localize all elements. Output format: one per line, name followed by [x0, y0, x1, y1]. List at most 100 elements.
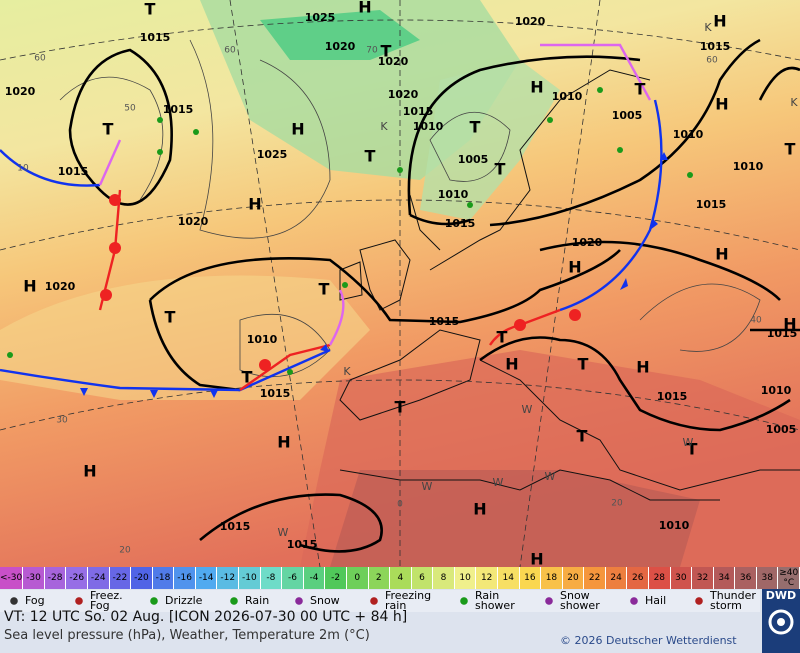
- graticule-label: 60: [224, 46, 236, 56]
- isobar-label: 1020: [378, 55, 409, 68]
- scandinavia-cool: [420, 60, 560, 220]
- high-pressure: H: [715, 245, 728, 264]
- isobar-label: 1020: [45, 280, 76, 293]
- scale-cell: -24: [87, 567, 110, 589]
- graticule: [0, 0, 800, 567]
- scale-cell: 14: [497, 567, 520, 589]
- isobar-label: 1010: [413, 120, 444, 133]
- isobar-label: 1020: [572, 236, 603, 249]
- high-pressure: H: [715, 95, 728, 114]
- low-pressure: T: [381, 42, 392, 61]
- isobar-label: 1005: [458, 153, 489, 166]
- scale-cell: 34: [713, 567, 736, 589]
- graticule-label: 60: [34, 54, 46, 64]
- weather-icon: [6, 595, 22, 607]
- graticule-label: 30: [56, 416, 68, 426]
- low-pressure: T: [577, 427, 588, 446]
- copyright: © 2026 Deutscher Wetterdienst: [560, 634, 737, 647]
- cold-mark: K: [380, 120, 388, 133]
- isobar-label: 1015: [657, 390, 688, 403]
- weather-legend-item: Hail: [620, 590, 675, 612]
- scale-cell: -10: [239, 567, 261, 589]
- high-pressure: H: [530, 78, 543, 97]
- cold-mark: K: [343, 365, 351, 378]
- low-pressure: T: [365, 147, 376, 166]
- scale-cell: -8: [260, 567, 283, 589]
- coastlines: [339, 69, 800, 501]
- isobar-label: 1025: [305, 11, 336, 24]
- scale-cell: 18: [541, 567, 563, 589]
- weather-legend-item: Snow shower: [535, 590, 610, 612]
- high-pressure: H: [568, 258, 581, 277]
- scale-cell: -20: [131, 567, 153, 589]
- scale-cell: 26: [627, 567, 650, 589]
- isobar-label: 1020: [388, 88, 419, 101]
- weather-icon: [71, 595, 87, 607]
- scale-cell: 28: [649, 567, 671, 589]
- scale-cell: 4: [390, 567, 412, 589]
- scale-cell: -2: [325, 567, 347, 589]
- scale-cell: 32: [692, 567, 714, 589]
- low-pressure: T: [495, 160, 506, 179]
- high-pressure: H: [783, 315, 796, 334]
- scale-cell: 38: [756, 567, 779, 589]
- warm-mark: W: [522, 403, 533, 416]
- low-pressure: T: [470, 118, 481, 137]
- high-pressure: H: [505, 355, 518, 374]
- map-labels: 1025 1015 1020 1020 1020 1015 1020 1015 1020 1015…: [5, 0, 799, 567]
- precip-symbols: [7, 87, 693, 375]
- weather-legend-item: Drizzle: [140, 590, 210, 612]
- scale-cell: 20: [562, 567, 585, 589]
- graticule-label: 60: [706, 56, 718, 66]
- weather-icon: [226, 595, 242, 607]
- scale-cell: 36: [735, 567, 757, 589]
- isobar-label: 1015: [287, 538, 318, 551]
- isobar-label: 1015: [140, 31, 171, 44]
- weather-label: Drizzle: [165, 594, 203, 607]
- scale-cell: -6: [282, 567, 304, 589]
- low-pressure: T: [578, 355, 589, 374]
- isobar-label: 1005: [766, 423, 797, 436]
- high-pressure: H: [83, 462, 96, 481]
- weather-legend-item: Snow: [285, 590, 350, 612]
- graticule-label: 40: [750, 316, 762, 326]
- high-pressure: H: [530, 550, 543, 568]
- atlantic-mild: [0, 275, 370, 400]
- isobar-label: 1020: [178, 215, 209, 228]
- isobar-label: 1015: [767, 327, 798, 340]
- low-pressure: T: [395, 398, 406, 417]
- isobar-label: 1010: [552, 90, 583, 103]
- isobar-label: 1015: [403, 105, 434, 118]
- high-pressure: H: [473, 500, 486, 519]
- scale-cell: 0: [346, 567, 369, 589]
- isobar-label: 1020: [325, 40, 356, 53]
- warm-mark: W: [422, 480, 433, 493]
- low-pressure: T: [165, 308, 176, 327]
- valid-time: VT: 12 UTC So. 02 Aug. [ICON 2026-07-30 …: [4, 609, 408, 625]
- scale-cell: 6: [411, 567, 434, 589]
- weather-icon: [456, 595, 472, 607]
- scale-cell: <-30: [0, 567, 24, 589]
- low-pressure: T: [497, 328, 508, 347]
- high-pressure: H: [23, 277, 36, 296]
- low-pressure: T: [103, 120, 114, 139]
- weather-legend-item: Freezing rain: [360, 590, 440, 612]
- weather-label: Rain: [245, 594, 270, 607]
- weather-label: Hail: [645, 594, 667, 607]
- dwd-logo: DWD: [762, 589, 800, 653]
- weather-label: Snow: [310, 594, 340, 607]
- isobar-label: 1015: [58, 165, 89, 178]
- temperature-scale: <-30 -30 -28 -26 -24 -22 -20 -18 -16 -14 -12 -10 -8-…: [0, 567, 800, 589]
- high-pressure: H: [248, 195, 261, 214]
- high-pressure: H: [713, 12, 726, 31]
- high-pressure: H: [277, 433, 290, 452]
- scale-cell: 24: [605, 567, 628, 589]
- weather-legend: Fog Freez. Fog Drizzle Rain Snow Freezing rai…: [0, 590, 760, 612]
- scale-cell: -26: [66, 567, 88, 589]
- isobar-label: 1010: [733, 160, 764, 173]
- weather-legend-item: Thunder storm: [685, 590, 765, 612]
- isobar-label: 1010: [438, 188, 469, 201]
- scale-cell: -4: [303, 567, 326, 589]
